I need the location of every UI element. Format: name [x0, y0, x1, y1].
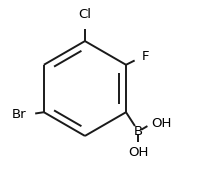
Text: OH: OH — [128, 146, 148, 159]
Text: OH: OH — [151, 117, 171, 130]
Text: Cl: Cl — [78, 8, 91, 21]
Text: Br: Br — [12, 108, 26, 121]
Text: F: F — [141, 50, 149, 63]
Text: B: B — [133, 125, 142, 138]
